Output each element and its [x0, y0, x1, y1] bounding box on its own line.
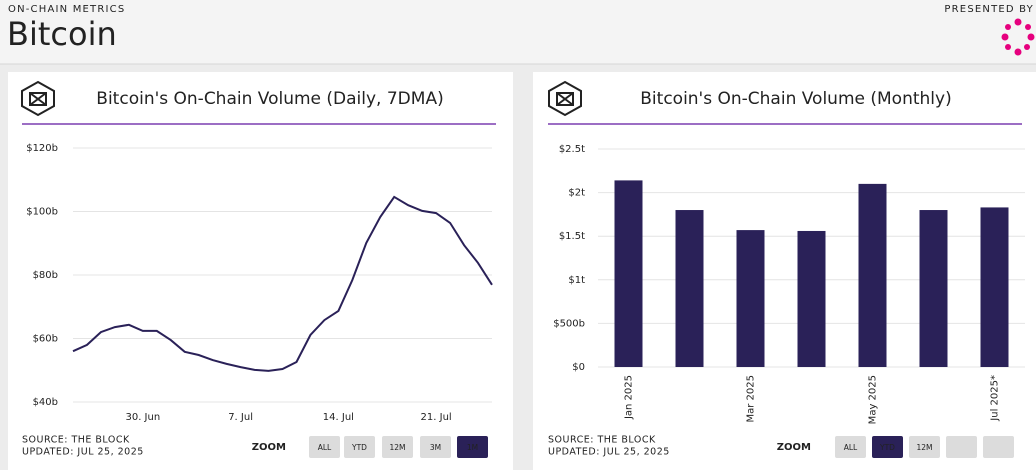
y-tick-label: $1t: [568, 275, 585, 286]
bar: [675, 210, 704, 367]
page-title: Bitcoin: [7, 15, 117, 53]
sponsor-logo: [1001, 18, 1035, 56]
panel: [533, 72, 1036, 470]
bar: [919, 210, 948, 367]
zoom-button[interactable]: [946, 436, 977, 458]
y-tick-label: $2.5t: [559, 144, 585, 155]
zoom-button[interactable]: [872, 436, 903, 458]
zoom-button-label[interactable]: YTD: [351, 443, 367, 452]
zoom-button-label[interactable]: ALL: [844, 443, 858, 452]
x-tick-label: 7. Jul: [228, 412, 253, 423]
bar: [614, 180, 643, 367]
y-tick-label: $80b: [33, 270, 58, 281]
panel-icon: [548, 80, 582, 117]
bar: [736, 230, 765, 367]
y-tick-label: $40b: [33, 397, 58, 408]
zoom-button-label[interactable]: 1M: [467, 443, 478, 452]
bar: [858, 183, 887, 367]
zoom-button[interactable]: [344, 436, 375, 458]
x-tick-label: 21. Jul: [421, 412, 452, 423]
y-tick-label: $60b: [33, 334, 58, 345]
zoom-button-label[interactable]: YTD: [879, 443, 895, 452]
y-tick-label: $100b: [26, 207, 58, 218]
source: SOURCE: THE BLOCK: [548, 435, 656, 446]
zoom-button[interactable]: [382, 436, 413, 458]
updated: UPDATED: JUL 25, 2025: [548, 447, 670, 458]
x-tick-label: 14. Jul: [323, 412, 354, 423]
updated: UPDATED: JUL 25, 2025: [22, 447, 144, 458]
zoom-button[interactable]: [983, 436, 1014, 458]
zoom-label: ZOOM: [777, 442, 811, 453]
line-series: [72, 195, 493, 372]
y-tick-label: $500b: [553, 318, 585, 329]
bar: [980, 207, 1009, 367]
presented-by: PRESENTED BY: [944, 4, 1034, 15]
zoom-button[interactable]: [457, 436, 488, 458]
y-tick-label: $120b: [26, 143, 58, 154]
zoom-label: ZOOM: [252, 442, 286, 453]
panel: [8, 72, 513, 470]
zoom-button[interactable]: [909, 436, 940, 458]
y-tick-label: $0: [572, 362, 585, 373]
zoom-button-label[interactable]: 12M: [916, 443, 932, 452]
source: SOURCE: THE BLOCK: [22, 435, 130, 446]
header-bg: [0, 0, 1036, 64]
x-tick-label: Mar 2025: [746, 375, 757, 423]
zoom-button[interactable]: [835, 436, 866, 458]
x-tick-label: 30. Jun: [125, 412, 160, 423]
zoom-button[interactable]: [309, 436, 340, 458]
chart-title: Bitcoin's On-Chain Volume (Monthly): [640, 89, 951, 109]
y-tick-label: $2t: [568, 188, 585, 199]
y-tick-label: $1.5t: [559, 231, 585, 242]
kicker: ON-CHAIN METRICS: [8, 4, 125, 15]
zoom-button[interactable]: [420, 436, 451, 458]
chart-title: Bitcoin's On-Chain Volume (Daily, 7DMA): [96, 89, 443, 109]
x-tick-label: May 2025: [868, 375, 879, 424]
bar: [797, 230, 826, 367]
x-tick-label: Jul 2025*: [990, 375, 1001, 422]
x-tick-label: Jan 2025: [624, 375, 635, 420]
zoom-button-label[interactable]: 3M: [430, 443, 441, 452]
zoom-button-label[interactable]: ALL: [318, 443, 332, 452]
zoom-button-label[interactable]: 12M: [389, 443, 405, 452]
panel-icon: [21, 80, 55, 117]
